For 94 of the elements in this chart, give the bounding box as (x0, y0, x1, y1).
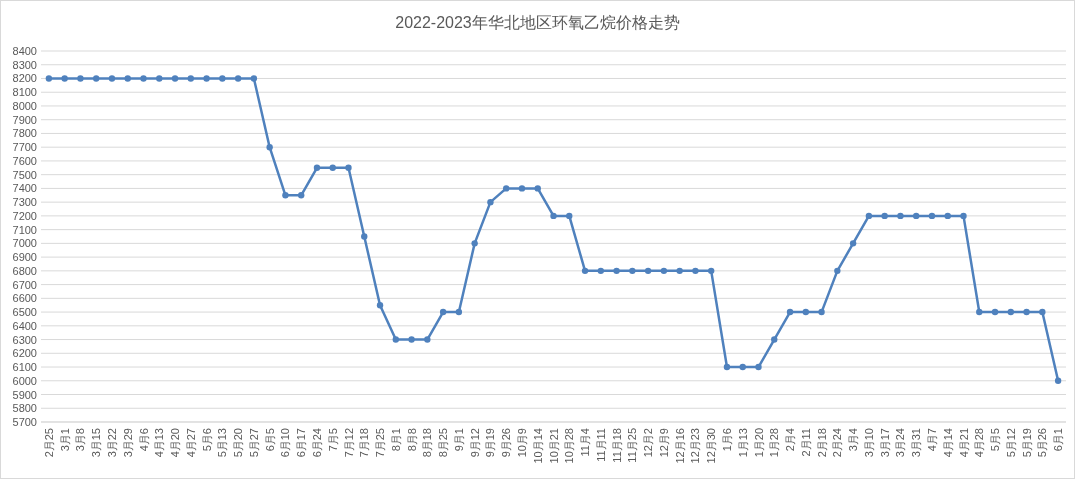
y-tick-label: 7800 (12, 127, 37, 140)
x-tick-label: 4月13 (153, 428, 166, 458)
x-tick-label: 2月4 (784, 428, 797, 452)
y-tick-label: 7300 (12, 196, 37, 209)
x-tick-label: 5月12 (1004, 428, 1017, 458)
x-tick-label: 3月31 (910, 428, 923, 458)
x-tick-label: 5月26 (1036, 428, 1049, 458)
x-tick-label: 2月11 (799, 428, 812, 457)
x-tick-label: 12月9 (657, 428, 670, 458)
x-tick-label: 3月17 (878, 428, 891, 458)
y-tick-label: 5800 (12, 402, 37, 415)
x-tick-label: 6月17 (295, 428, 308, 458)
x-tick-label: 3月22 (105, 428, 118, 458)
y-tick-label: 5700 (12, 416, 37, 428)
y-tick-label: 8000 (12, 99, 37, 112)
y-tick-label: 7100 (12, 223, 37, 236)
x-tick-label: 1月13 (736, 428, 749, 458)
x-tick-label: 10月21 (547, 428, 560, 464)
x-tick-label: 6月5 (263, 428, 276, 452)
y-tick-label: 7400 (12, 182, 37, 195)
x-tick-label: 9月26 (500, 428, 513, 458)
y-tick-label: 7200 (12, 209, 37, 222)
x-tick-label: 4月27 (184, 428, 197, 458)
x-tick-label: 11月25 (626, 428, 639, 463)
x-tick-label: 4月28 (973, 428, 986, 458)
x-tick-label: 11月4 (579, 428, 592, 457)
x-tick-label: 1月28 (768, 428, 781, 458)
x-tick-label: 12月23 (689, 428, 702, 464)
y-tick-label: 7000 (12, 237, 37, 250)
x-tick-label: 5月27 (247, 428, 260, 458)
x-tick-label: 4月21 (957, 428, 970, 458)
x-tick-label: 2月25 (42, 428, 55, 458)
y-tick-label: 8300 (12, 58, 37, 71)
y-tick-label: 6500 (12, 306, 37, 319)
x-tick-label: 4月14 (941, 428, 954, 458)
x-tick-label: 9月12 (468, 428, 481, 458)
y-tick-label: 7900 (12, 113, 37, 126)
x-tick-label: 10月28 (563, 428, 576, 464)
x-tick-label: 2月18 (815, 428, 828, 458)
x-tick-label: 3月1 (58, 428, 71, 452)
x-tick-label: 7月5 (326, 428, 339, 452)
x-tick-label: 12月16 (673, 428, 686, 464)
y-tick-label: 6600 (12, 292, 37, 305)
x-tick-label: 2月24 (831, 428, 844, 458)
y-tick-label: 6800 (12, 264, 37, 277)
x-tick-label: 10月14 (531, 428, 544, 464)
x-tick-label: 6月24 (310, 428, 323, 458)
x-tick-label: 3月15 (90, 428, 103, 458)
y-tick-label: 8400 (12, 45, 37, 57)
x-tick-label: 5月5 (989, 428, 1002, 452)
x-tick-label: 12月30 (705, 428, 718, 464)
x-tick-label: 8月1 (389, 428, 402, 452)
x-tick-label: 7月25 (374, 428, 387, 458)
y-tick-label: 6000 (12, 374, 37, 387)
x-tick-label: 1月6 (720, 428, 733, 452)
chart-title: 2022-2023年华北地区环氧乙烷价格走势 (395, 14, 680, 31)
x-tick-label: 7月12 (342, 428, 355, 458)
x-tick-label: 9月19 (484, 428, 497, 458)
x-tick-label: 8月18 (421, 428, 434, 458)
x-tick-label: 12月2 (642, 428, 655, 458)
x-tick-label: 6月10 (279, 428, 292, 458)
y-tick-label: 6700 (12, 278, 37, 291)
y-tick-label: 7700 (12, 141, 37, 154)
x-tick-label: 8月8 (405, 428, 418, 452)
x-tick-label: 6月1 (1052, 428, 1065, 452)
y-tick-label: 8200 (12, 72, 37, 85)
x-tick-label: 3月8 (74, 428, 87, 452)
x-tick-label: 3月10 (862, 428, 875, 458)
y-tick-label: 6300 (12, 333, 37, 346)
x-tick-label: 11月18 (610, 428, 623, 463)
x-tick-label: 7月18 (358, 428, 371, 458)
x-tick-label: 3月4 (847, 428, 860, 452)
x-tick-label: 5月20 (232, 428, 245, 458)
x-tick-label: 11月11 (594, 428, 607, 462)
x-tick-label: 3月29 (121, 428, 134, 458)
x-tick-label: 3月24 (894, 428, 907, 458)
y-tick-label: 7600 (12, 154, 37, 167)
y-tick-label: 7500 (12, 168, 37, 181)
x-tick-label: 9月1 (452, 428, 465, 452)
y-tick-label: 6400 (12, 319, 37, 332)
x-tick-label: 10月9 (515, 428, 528, 458)
x-tick-label: 5月6 (200, 428, 213, 452)
x-tick-label: 5月19 (1020, 428, 1033, 458)
y-tick-label: 6900 (12, 251, 37, 264)
x-tick-label: 4月20 (169, 428, 182, 458)
x-tick-label: 8月25 (437, 428, 450, 458)
y-tick-label: 6200 (12, 347, 37, 360)
x-tick-label: 4月6 (137, 428, 150, 452)
y-tick-label: 6100 (12, 361, 37, 374)
y-tick-label: 8100 (12, 86, 37, 99)
x-tick-label: 5月13 (216, 428, 229, 458)
y-tick-label: 5900 (12, 388, 37, 401)
x-tick-label: 4月7 (925, 428, 938, 452)
x-tick-label: 1月20 (752, 428, 765, 458)
